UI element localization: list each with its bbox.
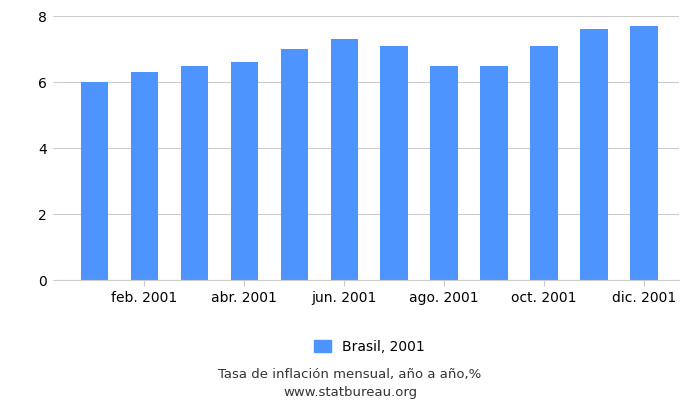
Bar [181, 66, 208, 280]
Bar [281, 49, 308, 280]
Text: www.statbureau.org: www.statbureau.org [283, 386, 417, 399]
Bar [80, 82, 108, 280]
Legend: Brasil, 2001: Brasil, 2001 [309, 334, 430, 360]
Text: Tasa de inflación mensual, año a año,%: Tasa de inflación mensual, año a año,% [218, 368, 482, 381]
Bar [630, 26, 658, 280]
Bar [430, 66, 458, 280]
Bar [580, 29, 608, 280]
Bar [131, 72, 158, 280]
Bar [480, 66, 508, 280]
Bar [330, 39, 358, 280]
Bar [381, 46, 408, 280]
Bar [230, 62, 258, 280]
Bar [531, 46, 558, 280]
